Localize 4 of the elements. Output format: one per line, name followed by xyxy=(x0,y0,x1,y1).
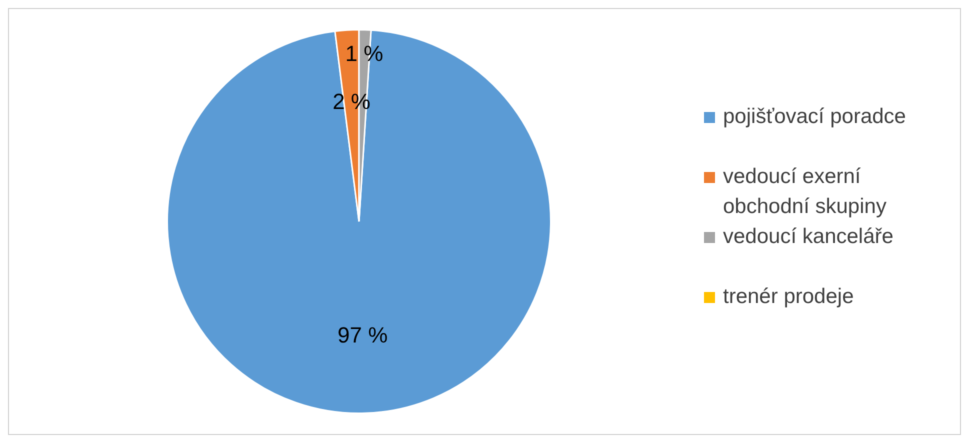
legend-label: vedoucí kanceláře xyxy=(723,224,894,250)
data-label: 97 % xyxy=(338,322,388,348)
legend-label: pojišťovací poradce xyxy=(723,104,907,130)
legend-label: trenér prodeje xyxy=(723,284,855,310)
